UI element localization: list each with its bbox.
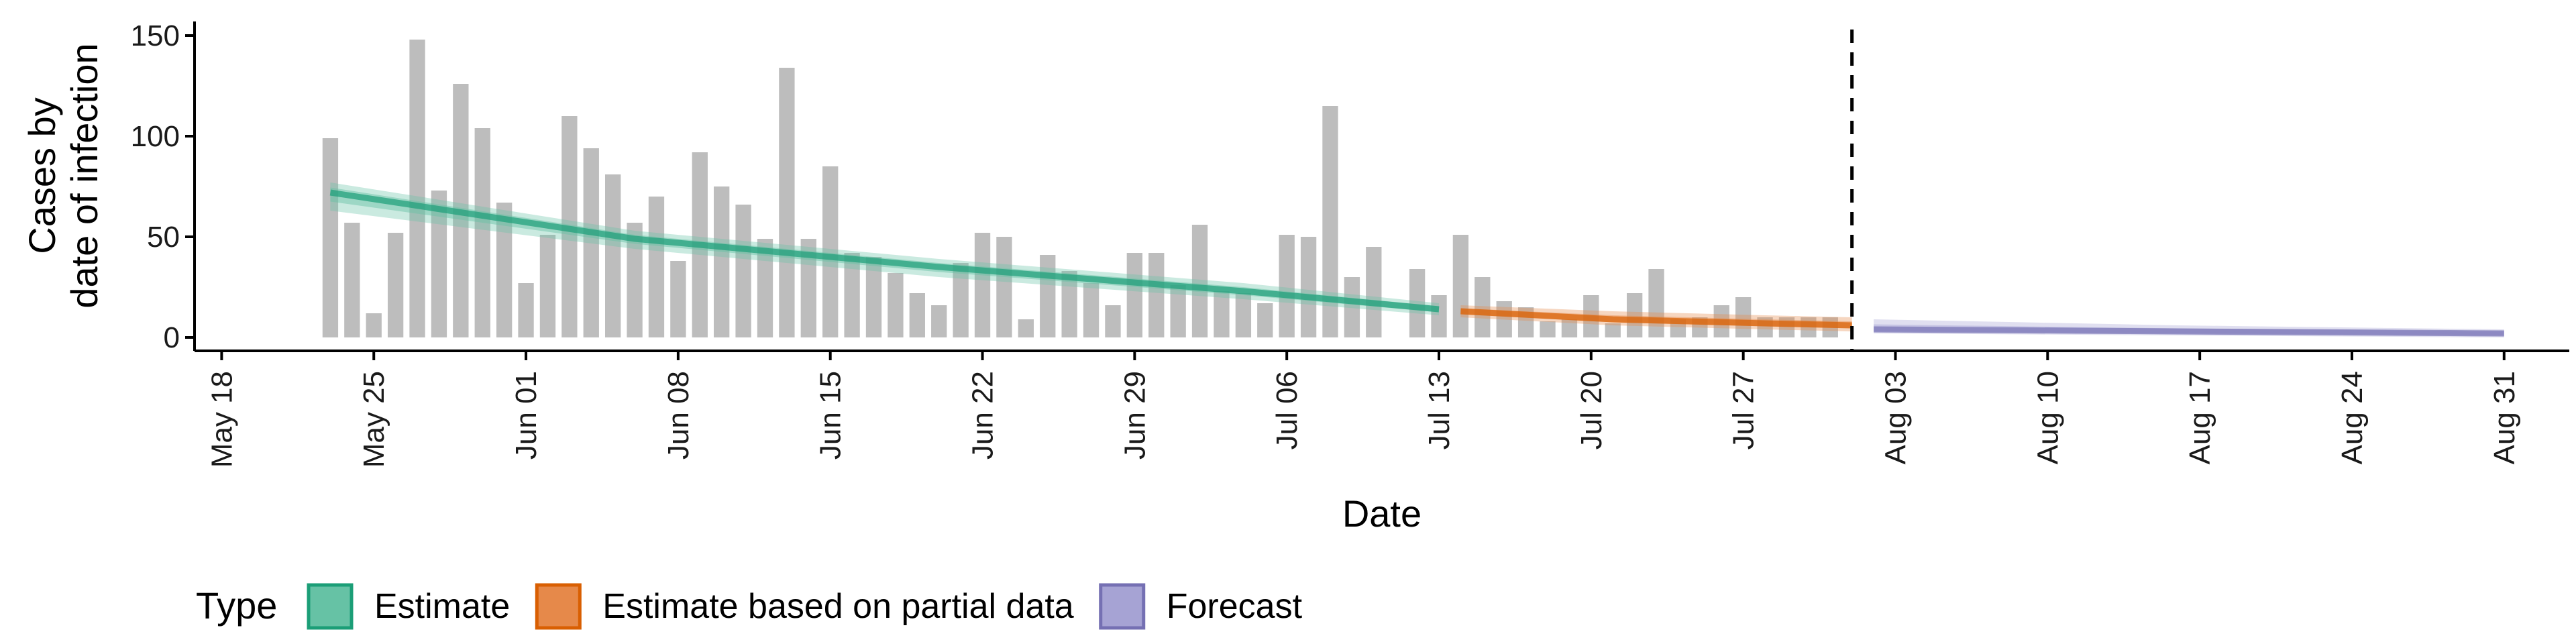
bar (518, 283, 534, 337)
bar (1061, 271, 1077, 337)
x-tick-label: Jun 15 (814, 371, 847, 460)
x-tick-label: Jun 01 (510, 371, 543, 460)
ribbon-inner (330, 187, 1439, 313)
bar (953, 263, 969, 337)
y-tick-label: 100 (131, 120, 180, 153)
median-line (1460, 308, 1852, 329)
bar (1474, 277, 1491, 337)
bar (1018, 319, 1034, 337)
x-tick-label: May 18 (205, 371, 238, 468)
x-tick-label: Aug 10 (2031, 371, 2064, 464)
bar (387, 233, 404, 337)
bar (865, 257, 882, 337)
y-tick-label: 50 (147, 221, 180, 254)
legend-label: Estimate based on partial data (602, 587, 1074, 626)
bar (583, 148, 599, 337)
bar (800, 239, 816, 337)
bar (1257, 303, 1273, 337)
legend-label: Estimate (374, 587, 510, 626)
legend: Type Estimate Estimate based on partial da… (196, 583, 1303, 630)
bar (1452, 235, 1469, 337)
y-tick-label: 0 (164, 321, 180, 354)
x-tick-label: Aug 31 (2488, 371, 2521, 464)
bar (539, 235, 556, 337)
bar (409, 40, 425, 337)
legend-title: Type (196, 584, 277, 627)
bar (496, 203, 513, 337)
x-tick-label: Jul 20 (1575, 371, 1608, 449)
bar (1409, 269, 1426, 337)
bar (714, 186, 730, 337)
bar (844, 253, 860, 337)
y-axis-title-line-2: date of infection (63, 43, 105, 308)
bar (1191, 225, 1208, 337)
bar (1735, 297, 1752, 337)
bar (1496, 301, 1512, 337)
x-tick-label: Aug 03 (1879, 371, 1912, 464)
bar (1626, 293, 1643, 337)
bar (1170, 285, 1186, 337)
x-axis-title: Date (1342, 492, 1421, 535)
x-tick-label: Jun 08 (662, 371, 695, 460)
bar (735, 205, 751, 337)
legend-swatch (1099, 583, 1146, 630)
bar (1148, 253, 1165, 337)
bar (1279, 235, 1295, 337)
bar (996, 237, 1012, 337)
bar (648, 197, 665, 337)
bar (366, 313, 382, 337)
bar (1540, 321, 1556, 337)
bar (1605, 323, 1621, 337)
legend-label: Forecast (1167, 587, 1303, 626)
bar (1366, 247, 1382, 337)
bar (1126, 253, 1143, 337)
median-line (1874, 326, 2504, 337)
bar (974, 233, 991, 337)
bar (431, 191, 447, 337)
bar (888, 273, 904, 337)
x-tick-label: Jul 13 (1423, 371, 1456, 449)
x-tick-label: Jul 27 (1727, 371, 1760, 449)
bar (1344, 277, 1360, 337)
bar (1214, 291, 1230, 337)
bar (757, 239, 773, 337)
legend-swatch (307, 583, 354, 630)
bar (1431, 295, 1447, 337)
bar (1300, 237, 1317, 337)
bar (1105, 305, 1121, 337)
x-tick-label: Aug 17 (2184, 371, 2216, 464)
bar (1235, 293, 1252, 337)
lines-layer (329, 189, 2504, 337)
axes-layer: 0 50 100 150 May 18 May 25 Jun 01 Jun 08 Jun 15 J… (131, 19, 2569, 468)
bar (822, 166, 839, 337)
x-tick-label: May 25 (358, 371, 390, 468)
x-tick-label: Aug 24 (2336, 371, 2369, 464)
x-tick-label: Jun 29 (1118, 371, 1151, 460)
x-tick-label: Jun 22 (967, 371, 1000, 460)
bar (670, 261, 686, 337)
x-tick-label: Jul 06 (1271, 371, 1303, 449)
bar (322, 138, 339, 337)
bar (1322, 106, 1338, 337)
y-axis-title-line-1: Cases by (21, 97, 63, 254)
bar (1083, 283, 1099, 337)
bar (909, 293, 925, 337)
bar (627, 223, 643, 337)
bar (931, 305, 947, 337)
bars-layer (322, 40, 1838, 337)
y-tick-label: 150 (131, 19, 180, 52)
bar (605, 174, 621, 337)
bar (1561, 319, 1578, 337)
median-line (329, 189, 1440, 313)
legend-swatch (535, 583, 582, 630)
bar (474, 128, 490, 337)
bar (344, 223, 360, 337)
bar (1648, 269, 1664, 337)
bar (779, 68, 795, 337)
